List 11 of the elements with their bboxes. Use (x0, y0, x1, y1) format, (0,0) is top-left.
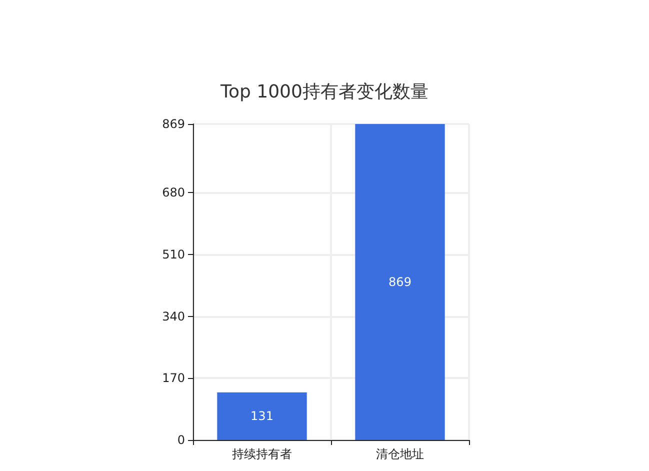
x-tick-label: 持续持有者 (232, 447, 292, 461)
data-label: 131 (250, 409, 274, 424)
y-tick-label: 340 (162, 309, 185, 324)
chart-title: Top 1000持有者变化数量 (220, 82, 428, 102)
y-tick-label: 510 (162, 248, 185, 262)
data-label: 869 (388, 275, 412, 289)
y-tick-label: 869 (162, 117, 185, 131)
y-tick-label: 170 (162, 371, 185, 386)
y-tick-label: 680 (162, 186, 185, 200)
x-tick-label: 清仓地址 (376, 447, 424, 461)
y-tick-label: 0 (177, 433, 185, 447)
